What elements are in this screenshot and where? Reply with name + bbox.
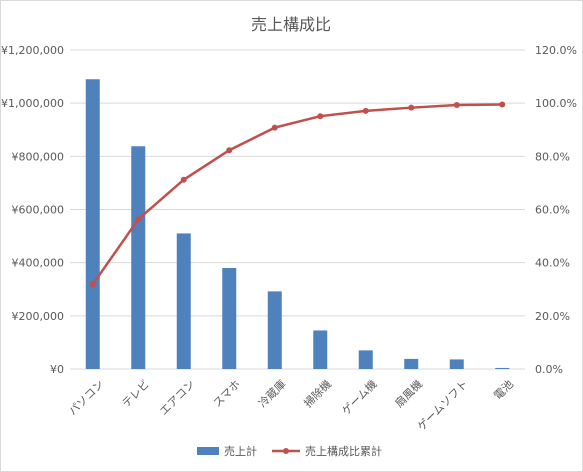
category-label-7: 扇風機 bbox=[392, 377, 425, 410]
legend-bar-label: 売上計 bbox=[224, 444, 257, 458]
right-tick-label-5: 100.0% bbox=[535, 97, 577, 110]
bar-3 bbox=[222, 267, 237, 369]
line-point-9 bbox=[499, 101, 506, 108]
category-label-3: スマホ bbox=[211, 378, 243, 410]
left-axis: ¥0 ¥200,000 ¥400,000 ¥600,000 ¥800,000 ¥1,000… bbox=[1, 44, 64, 376]
right-axis: 0.0% 20.0% 40.0% 60.0% 80.0% 100.0% 120.0% bbox=[535, 44, 577, 376]
right-tick-label-3: 60.0% bbox=[535, 204, 570, 217]
bar-7 bbox=[404, 358, 419, 369]
line-point-6 bbox=[362, 107, 369, 114]
bar-2 bbox=[176, 233, 191, 369]
line-point-0 bbox=[89, 281, 96, 288]
legend-bar-swatch bbox=[197, 447, 219, 455]
right-tick-label-0: 0.0% bbox=[535, 363, 563, 376]
bar-9 bbox=[495, 367, 510, 369]
left-tick-label-1: ¥200,000 bbox=[12, 310, 65, 323]
category-label-1: テレビ bbox=[120, 378, 153, 411]
gridlines bbox=[70, 49, 525, 370]
right-tick-label-1: 20.0% bbox=[535, 310, 570, 323]
left-tick-label-2: ¥400,000 bbox=[12, 257, 65, 270]
left-tick-label-0: ¥0 bbox=[50, 363, 64, 376]
line-point-3 bbox=[226, 147, 233, 154]
chart-title: 売上構成比 bbox=[251, 15, 331, 34]
cumulative-line bbox=[91, 103, 504, 286]
right-tick-label-6: 120.0% bbox=[535, 44, 577, 57]
bar-4 bbox=[267, 291, 282, 369]
right-tick-label-4: 80.0% bbox=[535, 150, 570, 163]
line-point-2 bbox=[180, 176, 187, 183]
bar-8 bbox=[449, 359, 464, 369]
left-tick-label-4: ¥800,000 bbox=[12, 150, 65, 163]
left-tick-label-6: ¥1,200,000 bbox=[1, 44, 64, 57]
legend-line-label: 売上構成比累計 bbox=[305, 444, 382, 458]
bar-6 bbox=[358, 350, 373, 369]
legend-line-marker bbox=[283, 448, 289, 454]
bar-1 bbox=[131, 146, 146, 369]
line-point-7 bbox=[408, 104, 415, 111]
left-tick-label-5: ¥1,000,000 bbox=[1, 97, 64, 110]
bar-0 bbox=[85, 79, 100, 369]
bar-5 bbox=[313, 330, 328, 369]
category-label-2: エアコン bbox=[157, 378, 197, 418]
right-tick-label-2: 40.0% bbox=[535, 257, 570, 270]
line-point-5 bbox=[317, 113, 324, 120]
legend: 売上計 売上構成比累計 bbox=[197, 444, 382, 458]
line-point-1 bbox=[135, 216, 142, 223]
category-label-9: 電池 bbox=[491, 378, 516, 403]
left-tick-label-3: ¥600,000 bbox=[12, 204, 65, 217]
bar-series bbox=[85, 79, 510, 369]
category-label-6: ゲーム機 bbox=[339, 377, 380, 418]
line-series bbox=[89, 101, 506, 288]
category-label-4: 冷蔵庫 bbox=[255, 377, 288, 410]
category-label-0: パソコン bbox=[66, 378, 106, 418]
line-point-4 bbox=[271, 124, 278, 131]
line-point-8 bbox=[453, 102, 460, 109]
category-label-5: 掃除機 bbox=[301, 377, 334, 410]
